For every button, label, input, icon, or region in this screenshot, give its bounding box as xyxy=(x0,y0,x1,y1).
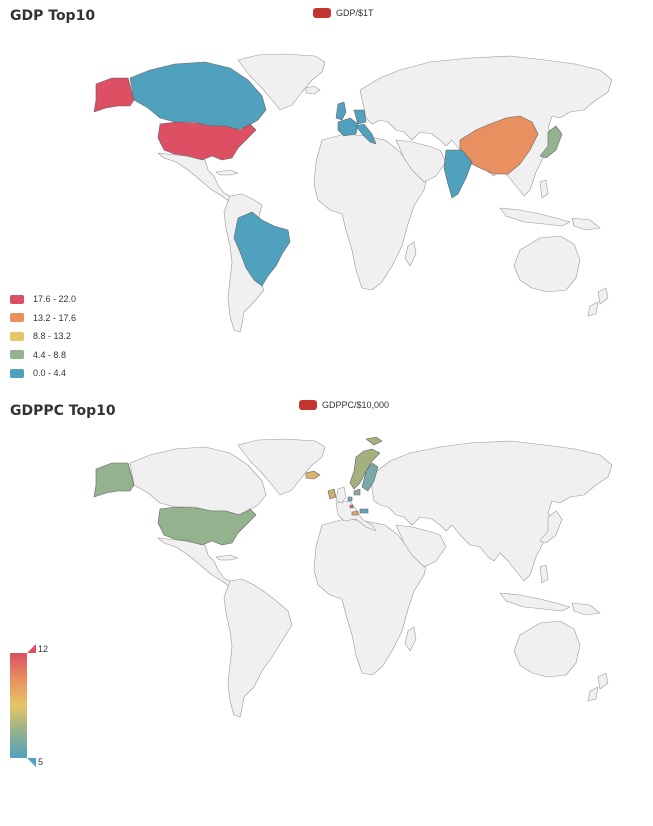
region-uk xyxy=(335,101,347,121)
region-svalbard xyxy=(365,436,383,446)
series-legend[interactable]: GDP/$1T xyxy=(313,8,374,18)
legend-label: GDPPC/$10,000 xyxy=(322,400,390,410)
region-australia xyxy=(513,235,581,293)
region-usa xyxy=(157,506,257,546)
piece-item[interactable]: 13.2 - 17.6 xyxy=(10,309,76,328)
region-philippines xyxy=(539,179,549,199)
piece-swatch xyxy=(10,294,24,304)
gdp-map-panel: GDP Top10 GDP/$1T xyxy=(0,0,653,395)
region-italy xyxy=(355,123,377,145)
piece-item[interactable]: 17.6 - 22.0 xyxy=(10,290,76,309)
region-philippines xyxy=(539,564,549,584)
region-alaska xyxy=(93,77,135,113)
region-africa xyxy=(313,518,429,676)
region-new-zealand xyxy=(587,672,609,702)
piece-swatch xyxy=(10,313,24,323)
region-new-zealand xyxy=(587,287,609,317)
piece-label: 8.8 - 13.2 xyxy=(33,331,72,342)
region-switzerland xyxy=(351,510,359,516)
region-india xyxy=(443,149,473,199)
region-madagascar xyxy=(404,626,417,652)
piece-swatch xyxy=(10,350,24,360)
chart-title: GDP Top10 xyxy=(10,8,96,24)
series-legend[interactable]: GDPPC/$10,000 xyxy=(299,400,389,410)
gdppc-map-panel: GDPPC Top10 GDPPC/$10,000 xyxy=(0,395,653,826)
region-indonesia xyxy=(499,207,571,227)
region-usa xyxy=(157,121,257,161)
region-austria xyxy=(359,508,369,514)
piece-label: 4.4 - 8.8 xyxy=(33,349,67,360)
region-middle-east xyxy=(395,139,447,183)
region-western-europe xyxy=(335,500,377,532)
region-luxembourg xyxy=(349,504,354,509)
visual-map-max-handle[interactable] xyxy=(27,644,36,653)
world-map[interactable] xyxy=(0,395,653,826)
piece-swatch xyxy=(10,368,24,378)
piece-label: 13.2 - 17.6 xyxy=(33,312,77,323)
region-canada xyxy=(129,446,267,516)
region-cuba xyxy=(215,169,239,176)
region-mexico xyxy=(157,152,233,203)
region-mexico xyxy=(157,537,233,588)
region-madagascar xyxy=(404,241,417,267)
piecewise-legend[interactable]: 17.6 - 22.0 13.2 - 17.6 8.8 - 13.2 4.4 -… xyxy=(10,290,76,383)
piece-item[interactable]: 4.4 - 8.8 xyxy=(10,346,76,365)
region-iceland xyxy=(305,85,321,95)
world-map[interactable] xyxy=(0,0,653,395)
region-cuba xyxy=(215,554,239,561)
region-netherlands xyxy=(347,496,353,502)
region-greenland xyxy=(237,53,326,111)
region-brazil xyxy=(233,211,291,287)
region-germany xyxy=(353,109,367,125)
region-uk xyxy=(335,486,347,504)
region-africa xyxy=(313,133,429,291)
region-new-guinea xyxy=(571,217,601,231)
piece-label: 17.6 - 22.0 xyxy=(33,294,77,305)
piece-item[interactable]: 0.0 - 4.4 xyxy=(10,364,76,383)
region-china xyxy=(459,115,539,175)
region-iceland xyxy=(305,470,321,480)
region-japan xyxy=(539,125,563,159)
region-canada xyxy=(129,61,267,131)
region-sweden xyxy=(361,462,379,492)
chart-title: GDPPC Top10 xyxy=(10,403,116,419)
region-new-guinea xyxy=(571,602,601,616)
legend-marker xyxy=(313,8,331,18)
visual-map-max-label: 12 xyxy=(38,644,49,654)
visual-map-min-label: 5 xyxy=(38,757,44,767)
region-denmark xyxy=(353,488,361,496)
region-ireland xyxy=(327,488,337,500)
region-indonesia xyxy=(499,592,571,612)
legend-marker xyxy=(299,400,317,410)
visual-map-bar[interactable] xyxy=(10,653,27,758)
legend-label: GDP/$1T xyxy=(336,8,374,18)
piece-item[interactable]: 8.8 - 13.2 xyxy=(10,327,76,346)
piece-swatch xyxy=(10,331,24,341)
region-eurasia xyxy=(371,440,613,582)
region-greenland xyxy=(237,438,326,496)
visual-map-min-handle[interactable] xyxy=(27,758,36,767)
region-alaska xyxy=(93,462,135,498)
piece-label: 0.0 - 4.4 xyxy=(33,368,67,379)
region-france xyxy=(337,117,359,137)
region-australia xyxy=(513,620,581,678)
region-south-america xyxy=(223,578,293,718)
region-japan xyxy=(539,510,563,544)
region-middle-east xyxy=(395,524,447,568)
